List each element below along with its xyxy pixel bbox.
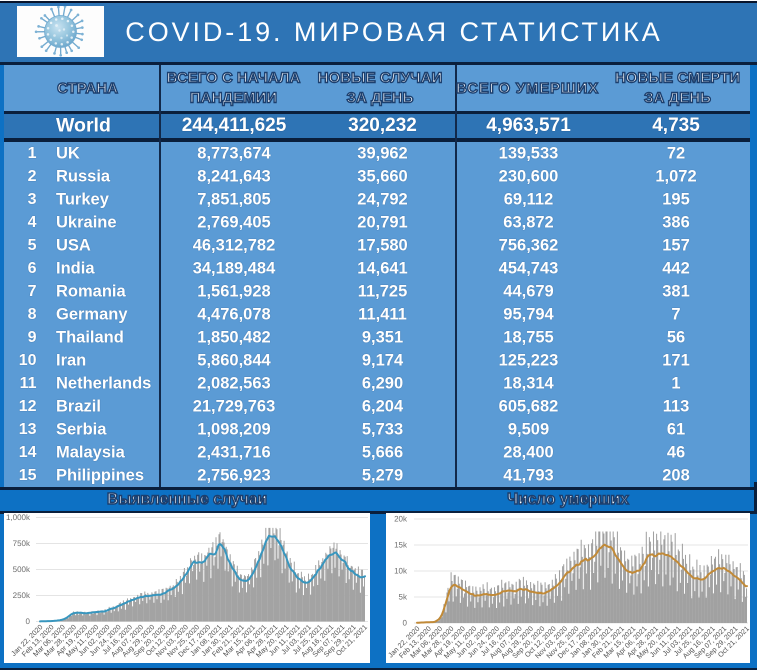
svg-text:10k: 10k xyxy=(394,567,408,576)
svg-text:5k: 5k xyxy=(399,593,408,602)
svg-text:500k: 500k xyxy=(13,565,31,574)
svg-text:250k: 250k xyxy=(13,591,31,600)
svg-text:1,000k: 1,000k xyxy=(6,513,31,522)
svg-text:750k: 750k xyxy=(13,539,31,548)
svg-text:15k: 15k xyxy=(394,541,408,550)
svg-text:0: 0 xyxy=(403,619,408,628)
svg-text:20k: 20k xyxy=(394,515,408,524)
svg-text:0: 0 xyxy=(26,617,31,626)
